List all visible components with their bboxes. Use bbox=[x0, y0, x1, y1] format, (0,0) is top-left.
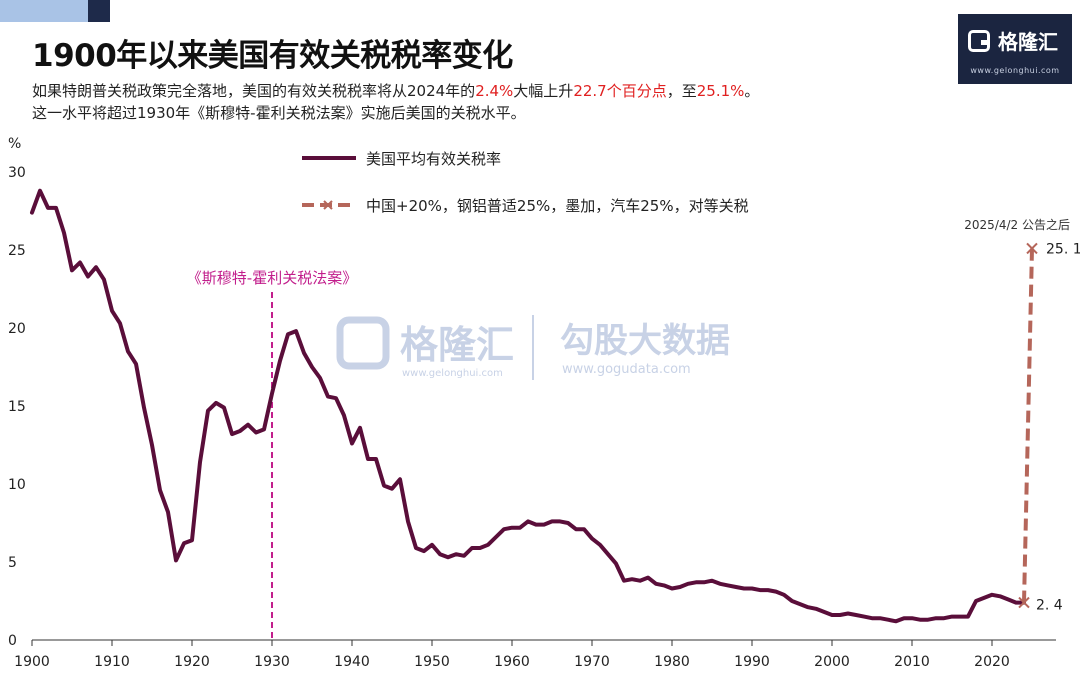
series-point-marker bbox=[1018, 596, 1030, 609]
legend-label-main: 美国平均有效关税率 bbox=[366, 150, 501, 168]
subtitle-text: 大幅上升 bbox=[513, 82, 574, 100]
watermark-brand-2: 勾股大数据 bbox=[560, 321, 730, 361]
page-title: 1900年以来美国有效关税税率变化 bbox=[32, 38, 513, 74]
y-axis-unit: % bbox=[8, 136, 21, 152]
y-tick-label: 25 bbox=[8, 243, 26, 259]
watermark-url-1: www.gelonghui.com bbox=[402, 368, 503, 379]
y-tick-label: 15 bbox=[8, 399, 26, 415]
legend-marker bbox=[323, 200, 333, 210]
x-axis-ticks: 1900 1910 1920 1930 1940 1950 1960 1970 1980 1990… bbox=[14, 640, 1010, 670]
subtitle-text: ，至 bbox=[666, 82, 697, 100]
corner-decoration-dark bbox=[88, 0, 110, 22]
subtitle-text: 如果特朗普关税政策完全落地，美国的有效关税税率将从2024年的 bbox=[32, 82, 476, 100]
annotations: 2025/4/2 公告之后 25. 1 2. 4 bbox=[964, 218, 1080, 614]
watermark: 格隆汇 www.gelonghui.com 勾股大数据 www.gogudata… bbox=[336, 315, 730, 380]
logo-name: 格隆汇 bbox=[998, 30, 1058, 54]
brand-logo: 格隆汇 www.gelonghui.com bbox=[958, 14, 1072, 84]
y-tick-label: 20 bbox=[8, 321, 26, 337]
y-tick-label: 0 bbox=[8, 633, 17, 649]
watermark-mark-icon bbox=[336, 316, 390, 370]
page-subtitle: 如果特朗普关税政策完全落地，美国的有效关税税率将从2024年的2.4%大幅上升2… bbox=[32, 80, 759, 124]
event-label: 《斯穆特-霍利关税法案》 bbox=[187, 269, 357, 287]
legend-label-dashed: 中国+20%，钢铝普适25%，墨加，汽车25%，对等关税 bbox=[366, 197, 749, 215]
logo-url: www.gelonghui.com bbox=[970, 66, 1060, 75]
subtitle-highlight: 25.1% bbox=[696, 82, 745, 100]
logo-mark-icon bbox=[968, 29, 990, 52]
series-line-dashed bbox=[1022, 248, 1034, 603]
watermark-brand-1: 格隆汇 bbox=[400, 323, 514, 367]
data-label-bottom: 2. 4 bbox=[1036, 598, 1063, 614]
corner-decoration bbox=[0, 0, 88, 22]
subtitle-highlight: 22.7个百分点 bbox=[573, 82, 667, 100]
event-marker: 《斯穆特-霍利关税法案》 bbox=[187, 269, 357, 640]
x-tick-label: 1970 bbox=[574, 654, 610, 670]
x-tick-label: 1910 bbox=[94, 654, 130, 670]
y-tick-label: 30 bbox=[8, 165, 26, 181]
x-tick-label: 1920 bbox=[174, 654, 210, 670]
x-tick-label: 1900 bbox=[14, 654, 50, 670]
series-line-main bbox=[30, 188, 1026, 624]
subtitle-highlight: 2.4% bbox=[475, 82, 514, 100]
subtitle-line-2: 这一水平将超过1930年《斯穆特-霍利关税法案》实施后美国的关税水平。 bbox=[32, 104, 526, 122]
annotation-label: 2025/4/2 公告之后 bbox=[964, 218, 1070, 232]
x-tick-label: 1990 bbox=[734, 654, 770, 670]
x-tick-label: 1930 bbox=[254, 654, 290, 670]
series-layer bbox=[30, 188, 1038, 624]
x-tick-label: 1960 bbox=[494, 654, 530, 670]
x-tick-label: 2020 bbox=[974, 654, 1010, 670]
x-tick-label: 1940 bbox=[334, 654, 370, 670]
x-tick-label: 1950 bbox=[414, 654, 450, 670]
x-tick-label: 2010 bbox=[894, 654, 930, 670]
subtitle-text: 。 bbox=[744, 82, 760, 100]
y-tick-label: 5 bbox=[8, 555, 17, 571]
x-tick-label: 1980 bbox=[654, 654, 690, 670]
watermark-url-2: www.gogudata.com bbox=[562, 362, 691, 377]
x-tick-label: 2000 bbox=[814, 654, 850, 670]
data-label-top: 25. 1 bbox=[1046, 241, 1080, 257]
y-tick-label: 10 bbox=[8, 477, 26, 493]
y-axis-ticks: 0 5 10 15 20 25 30 bbox=[8, 165, 26, 649]
subtitle-line-1: 如果特朗普关税政策完全落地，美国的有效关税税率将从2024年的2.4%大幅上升2… bbox=[32, 80, 759, 102]
series-point-marker bbox=[1026, 242, 1038, 255]
